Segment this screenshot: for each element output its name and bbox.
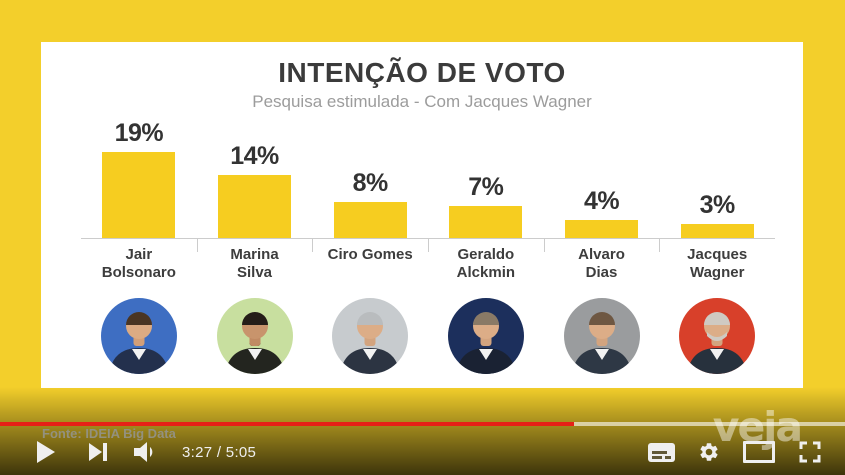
next-icon — [89, 443, 107, 461]
name-line: Ciro Gomes — [327, 246, 413, 263]
name-line: Dias — [585, 264, 618, 281]
bar-column: 3% — [659, 72, 775, 238]
theater-mode-button[interactable] — [743, 441, 775, 463]
category-label: Ciro Gomes — [312, 239, 428, 282]
settings-icon — [700, 443, 718, 461]
category-label: Marina Silva — [196, 239, 313, 282]
name-line: Alvaro — [578, 246, 625, 263]
bar-value-label: 19% — [114, 119, 164, 147]
name-line: Bolsonaro — [101, 264, 176, 281]
avatar-ciro-gomes — [332, 298, 409, 374]
progress-remaining — [573, 422, 845, 426]
bar-column: 4% — [544, 72, 660, 238]
source-caption: Fonte: IDEIA Big Data — [42, 426, 176, 441]
settings-button[interactable] — [698, 441, 720, 463]
bar-geraldo-alckmin — [449, 206, 523, 238]
name-line: Wagner — [689, 264, 745, 281]
bar-jair-bolsonaro — [102, 152, 176, 238]
bar-column: 7% — [428, 72, 544, 238]
play-icon — [37, 441, 55, 463]
player-controls: 3:27 / 5:05 — [0, 429, 845, 475]
candidate-photos — [81, 298, 775, 374]
avatar-marina-silva — [216, 298, 293, 374]
avatar-jair-bolsonaro — [100, 298, 177, 374]
bar-column: 14% — [197, 72, 313, 238]
bar-value-label: 14% — [230, 142, 279, 170]
time-display: 3:27 / 5:05 — [182, 443, 257, 461]
chart-subtitle: Pesquisa estimulada - Com Jacques Wagner — [252, 92, 592, 111]
bar-value-label: 3% — [699, 191, 736, 219]
category-label: Jacques Wagner — [659, 239, 775, 282]
name-line: Alckmin — [456, 264, 516, 281]
category-axis: Jair Bolsonaro Marina Silva Ciro Gomes G… — [81, 238, 775, 282]
subtitles-icon — [648, 442, 675, 462]
volume-icon — [134, 442, 153, 462]
name-line: Marina — [230, 246, 279, 263]
chart-title: INTENÇÃO DE VOTO — [278, 57, 566, 88]
bar-column: 8% — [312, 72, 428, 238]
bar-jacques-wagner — [680, 224, 754, 238]
category-label: Alvaro Dias — [543, 239, 660, 282]
fullscreen-button[interactable] — [798, 440, 822, 464]
poll-card: INTENÇÃO DE VOTO Pesquisa estimulada - C… — [41, 42, 803, 388]
bar-marina-silva — [218, 175, 291, 238]
bar-value-label: 8% — [352, 169, 389, 197]
player-gradient — [0, 387, 845, 475]
avatar-alvaro-dias — [563, 298, 640, 374]
progress-bar[interactable] — [0, 422, 845, 426]
progress-played — [0, 422, 574, 426]
bar-ciro-gomes — [333, 202, 407, 238]
bar-value-label: 4% — [583, 187, 620, 215]
avatar-geraldo-alckmin — [447, 298, 524, 374]
bar-value-label: 7% — [468, 173, 504, 201]
bar-chart: 19% 14% 8% 7% 4% 3% — [81, 72, 775, 238]
name-line: Jair — [125, 246, 153, 263]
subtitles-button[interactable] — [648, 442, 675, 462]
theater-icon — [743, 441, 775, 463]
name-line: Geraldo — [457, 246, 515, 263]
play-button[interactable] — [36, 441, 56, 463]
category-label: Geraldo Alckmin — [428, 239, 544, 282]
bar-alvaro-dias — [565, 220, 639, 238]
avatar-jacques-wagner — [679, 298, 756, 374]
fullscreen-icon — [799, 441, 821, 463]
next-button[interactable] — [89, 443, 108, 461]
name-line: Silva — [236, 264, 273, 281]
bar-column: 19% — [81, 72, 197, 238]
category-label: Jair Bolsonaro — [81, 239, 197, 282]
name-line: Jacques — [687, 246, 748, 263]
volume-button[interactable] — [134, 442, 158, 462]
